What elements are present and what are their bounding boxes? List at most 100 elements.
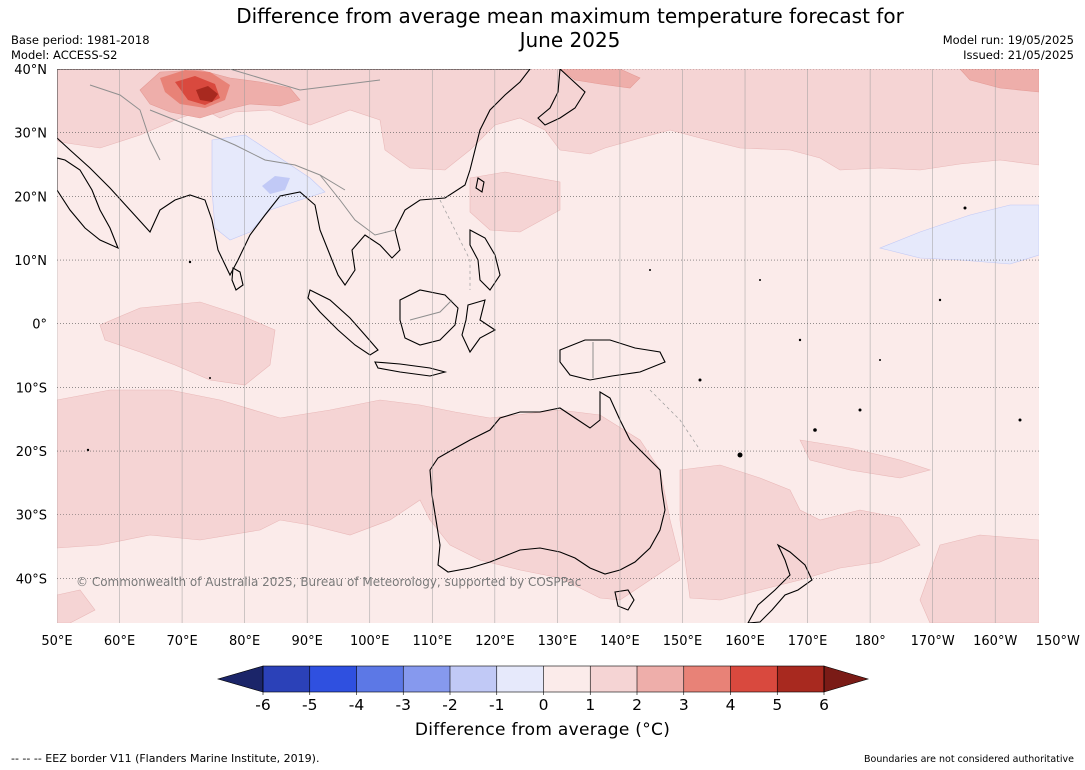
island <box>879 359 881 361</box>
island <box>209 377 211 379</box>
anomaly-region-north-pacific-east <box>959 69 1039 93</box>
coastline-tasmania <box>614 589 635 611</box>
longitude-label: 90°E <box>292 634 323 649</box>
anomaly-region-south-pacific-east <box>919 534 1039 623</box>
border-northern-asia <box>229 69 381 91</box>
colorbar-segment <box>450 666 498 692</box>
coastline-philippines <box>469 229 501 291</box>
eez-borders <box>439 199 701 451</box>
coastline-asia <box>57 69 531 286</box>
colorbar-segment <box>590 666 638 692</box>
colorbar-segment <box>496 666 544 692</box>
coastline-taiwan <box>475 177 485 193</box>
coastline-japan <box>537 69 586 126</box>
anomaly-region-indian-ocean-north <box>99 301 276 386</box>
copyright-notice: © Commonwealth of Australia 2025, Bureau… <box>76 575 581 589</box>
latitude-label: 20°S <box>16 445 47 460</box>
longitude-label: 140°E <box>600 634 640 649</box>
island <box>698 378 702 382</box>
title-line-1: Difference from average mean maximum tem… <box>236 4 904 28</box>
footer-eez-note: -- -- -- EEZ border V11 (Flanders Marine… <box>11 752 320 765</box>
meta-right: Model run: 19/05/2025 Issued: 21/05/2025 <box>943 33 1074 63</box>
colorbar-tick-label: -1 <box>489 696 504 714</box>
longitude-label: 130°E <box>538 634 578 649</box>
border-central-asia <box>89 84 161 161</box>
colorbar-tick-label: 4 <box>726 696 736 714</box>
coastline-sulawesi <box>461 299 497 354</box>
anomaly-region-south-indian-ocean <box>57 389 681 601</box>
colorbar-segment <box>683 666 731 692</box>
model-name: Model: ACCESS-S2 <box>11 48 118 62</box>
anomaly-region-central-pacific <box>879 204 1039 265</box>
anomaly-region-5-6 <box>196 86 218 102</box>
longitude-label: 100°E <box>350 634 390 649</box>
longitude-label: 170°E <box>788 634 828 649</box>
colorbar-tick-label: 6 <box>819 696 829 714</box>
island <box>813 428 817 432</box>
eez-south-china-sea <box>439 199 471 290</box>
anomaly-region-south-pacific-mid <box>799 439 932 479</box>
latitude-label: 30°S <box>16 509 47 524</box>
latitude-label: 40°N <box>14 63 47 78</box>
longitude-label: 150°W <box>1036 634 1080 649</box>
island <box>938 298 942 302</box>
title-line-2: June 2025 <box>519 28 621 52</box>
island <box>858 408 862 412</box>
colorbar-tick-label: 2 <box>632 696 642 714</box>
latitude-label: 10°N <box>14 254 47 269</box>
coastline-new-zealand <box>747 543 813 623</box>
colorbar-over-arrow <box>823 665 870 693</box>
island <box>1018 418 1022 422</box>
colorbar-tick-label: 5 <box>772 696 782 714</box>
island <box>798 338 802 342</box>
issued-date: Issued: 21/05/2025 <box>963 48 1074 62</box>
longitude-label: 120°E <box>475 634 515 649</box>
coastlines <box>57 69 813 623</box>
latitude-label: 30°N <box>14 127 47 142</box>
anomaly-region-southwest-corner <box>57 589 96 623</box>
longitude-label: 70°E <box>166 634 197 649</box>
longitude-label: 80°E <box>229 634 260 649</box>
map-title: Difference from average mean maximum tem… <box>170 4 970 52</box>
longitude-label: 60°E <box>104 634 135 649</box>
island <box>737 452 743 458</box>
colorbar-segment <box>543 666 591 692</box>
colorbar-segment <box>356 666 404 692</box>
footer-boundaries-note: Boundaries are not considered authoritat… <box>864 754 1074 765</box>
meta-left: Base period: 1981-2018 Model: ACCESS-S2 <box>11 33 150 63</box>
colorbar-under-arrow <box>216 665 264 693</box>
anomaly-region-tasman-sea <box>679 464 921 601</box>
longitude-labels: 50°E 60°E 70°E 80°E 90°E 100°E 110°E 120°E 130°E… <box>41 634 1080 649</box>
colorbar-segment <box>403 666 451 692</box>
island <box>649 269 651 271</box>
country-borders <box>89 69 594 378</box>
map-area: © Commonwealth of Australia 2025, Bureau… <box>57 69 1039 623</box>
coastline-sri-lanka <box>231 267 244 291</box>
colorbar-segment <box>777 666 825 692</box>
longitude-label: 160°W <box>973 634 1017 649</box>
colorbar-segment <box>309 666 357 692</box>
island <box>963 206 967 210</box>
anomaly-region-south-china-sea <box>469 171 561 233</box>
coastline-arabia <box>57 157 120 250</box>
anomaly-1-2-regions <box>57 69 1039 623</box>
pacific-islands <box>86 206 1022 458</box>
colorbar-tick-label: -6 <box>255 696 270 714</box>
longitude-label: 170°W <box>911 634 955 649</box>
longitude-label: 110°E <box>413 634 453 649</box>
latitude-label: 10°S <box>16 381 47 396</box>
eez-coral-sea <box>649 389 701 451</box>
border-india-north <box>149 109 346 191</box>
model-run: Model run: 19/05/2025 <box>942 33 1074 47</box>
colorbar: -6 -5 -4 -3 -2 -1 0 1 2 3 4 5 6 <box>216 665 870 714</box>
colorbar-tick-label: -2 <box>442 696 457 714</box>
longitude-label: 180° <box>854 634 885 649</box>
anomaly-region-bay-of-bengal <box>262 176 290 194</box>
colorbar-tick-label: -3 <box>396 696 411 714</box>
longitude-label: 150°E <box>663 634 703 649</box>
latitude-label: 40°S <box>16 572 47 587</box>
coastline-new-guinea <box>559 339 666 381</box>
colorbar-tick-label: 0 <box>539 696 549 714</box>
coastline-java <box>374 361 448 377</box>
